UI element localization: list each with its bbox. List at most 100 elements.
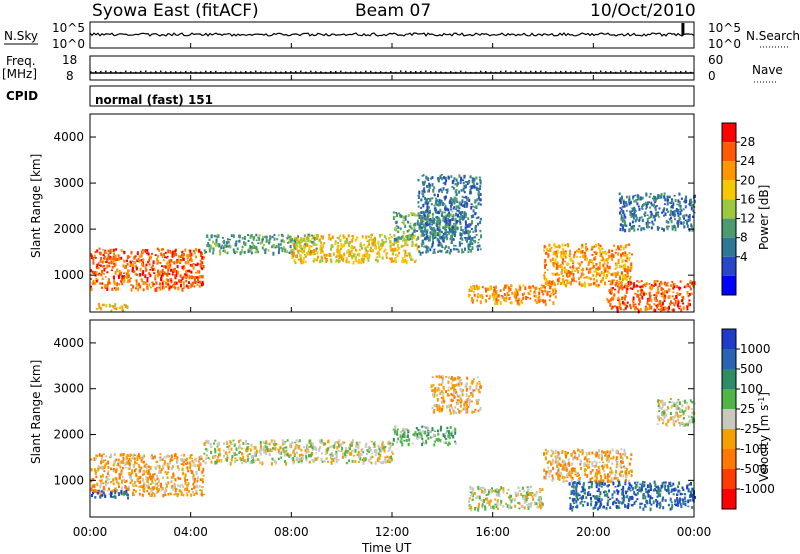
velocity-cell	[292, 461, 295, 465]
velocity-cell	[523, 498, 526, 501]
power-cell	[320, 256, 323, 260]
power-cell	[468, 179, 471, 182]
power-cell	[620, 271, 623, 274]
power-cell	[593, 281, 596, 285]
power-cell	[422, 181, 425, 185]
power-cell	[664, 306, 667, 310]
velocity-cell	[182, 485, 185, 489]
velocity-cell	[499, 488, 502, 491]
velocity-cell	[474, 408, 477, 411]
power-cell	[307, 252, 310, 256]
power-cell	[438, 222, 441, 225]
velocity-cell	[128, 457, 131, 461]
velocity-cell	[487, 493, 490, 496]
velocity-cell	[308, 460, 311, 464]
power-cell	[616, 271, 619, 275]
power-cell	[338, 249, 341, 253]
velocity-cell	[180, 492, 183, 496]
power-cell	[128, 256, 131, 258]
power-cell	[667, 289, 670, 292]
power-cell	[408, 252, 411, 256]
power-cell	[425, 230, 428, 234]
velocity-cell	[241, 452, 243, 456]
power-cell	[493, 294, 496, 296]
power-cell	[421, 251, 424, 254]
velocity-cell	[261, 448, 263, 451]
velocity-cell	[156, 464, 159, 467]
velocity-cell	[406, 434, 409, 438]
power-cell	[420, 217, 422, 222]
velocity-cell	[138, 489, 141, 492]
power-cell	[277, 243, 280, 246]
power-cell	[200, 282, 203, 287]
nave-point	[580, 70, 582, 72]
power-cell	[193, 251, 196, 255]
power-cell	[645, 292, 647, 295]
power-cell	[617, 252, 620, 254]
velocity-cell	[246, 446, 249, 450]
velocity-cell	[131, 457, 134, 460]
power-cell	[674, 199, 677, 202]
power-cell	[475, 206, 478, 208]
power-cell	[539, 288, 542, 291]
power-cell	[588, 283, 591, 286]
power-cell	[516, 290, 519, 295]
power-cell	[365, 235, 368, 238]
velocity-cell	[163, 463, 166, 466]
power-cell	[470, 289, 473, 292]
power-cell	[581, 254, 584, 259]
power-cell	[363, 253, 366, 257]
velocity-cell	[523, 506, 526, 510]
power-cell	[472, 230, 475, 233]
power-cell	[406, 254, 408, 257]
velocity-cell	[449, 411, 452, 415]
power-cell	[107, 279, 110, 283]
power-cell	[535, 294, 538, 298]
power-cell	[196, 269, 199, 274]
power-cell	[464, 237, 467, 239]
power-cell	[148, 283, 151, 287]
power-cell	[273, 244, 276, 249]
velocity-cell	[108, 474, 111, 477]
power-cell	[458, 241, 461, 246]
power-cell	[198, 270, 201, 274]
power-cell	[423, 190, 426, 193]
power-cell	[141, 262, 143, 266]
power-cell	[215, 240, 218, 244]
velocity-cell	[190, 493, 193, 497]
power-cell	[677, 214, 680, 217]
power-cell	[688, 293, 691, 296]
power-cell	[434, 197, 437, 200]
velocity-cell	[466, 403, 468, 408]
cpid-panel	[89, 85, 695, 107]
power-cell	[377, 245, 380, 249]
power-cell	[652, 223, 655, 226]
power-cell	[610, 306, 613, 310]
power-cell	[630, 200, 633, 205]
velocity-cell	[158, 465, 161, 469]
power-cell	[637, 197, 640, 201]
power-cell	[209, 244, 212, 248]
power-cell	[168, 266, 171, 270]
power-cell	[406, 230, 409, 233]
velocity-cell	[469, 485, 472, 490]
velocity-cell	[358, 455, 361, 458]
power-cell	[448, 226, 451, 229]
velocity-cell	[341, 446, 344, 451]
velocity-cell	[113, 460, 116, 463]
power-cell	[435, 222, 438, 226]
velocity-cell	[453, 377, 456, 381]
power-cell	[624, 264, 626, 269]
power-cell	[181, 251, 184, 255]
velocity-cell	[127, 496, 129, 500]
power-cell	[142, 282, 145, 286]
power-cell	[537, 297, 540, 301]
power-cell	[370, 246, 372, 250]
power-cell	[605, 276, 608, 280]
power-cell	[648, 303, 651, 307]
power-cell	[191, 263, 194, 268]
velocity-cell	[188, 457, 191, 460]
power-cell	[320, 248, 323, 252]
power-cell	[550, 247, 553, 249]
velocity-cell	[508, 505, 511, 509]
